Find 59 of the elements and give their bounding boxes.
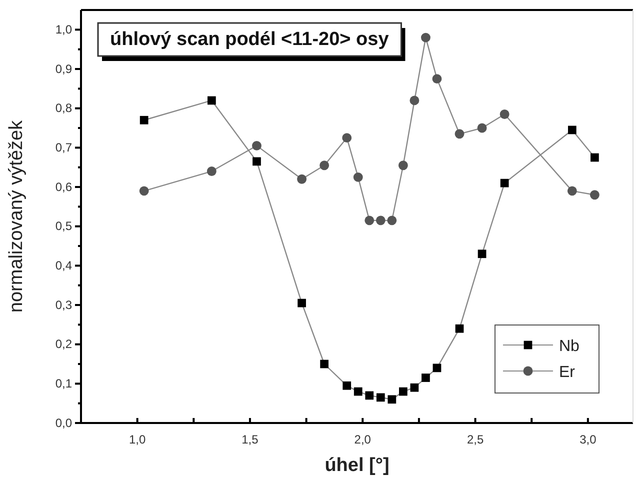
x-axis-title: úhel [°] <box>324 455 390 476</box>
point <box>399 387 408 396</box>
y-tick-label: 0,0 <box>55 416 72 430</box>
point <box>432 364 442 372</box>
point <box>320 360 329 368</box>
point <box>398 160 408 170</box>
x-tick-label: 1,0 <box>128 432 146 447</box>
point <box>410 383 419 392</box>
point <box>477 123 487 133</box>
point <box>353 172 363 182</box>
y-tick-label: 0,4 <box>55 258 72 273</box>
point <box>388 395 396 404</box>
x-tick-label: 2,5 <box>466 432 484 447</box>
y-tick-label: 0,6 <box>55 180 72 194</box>
point <box>297 174 307 184</box>
legend-label: Er <box>559 364 576 381</box>
legend-label: Nb <box>559 338 580 355</box>
point <box>364 216 374 226</box>
point <box>421 32 430 42</box>
y-tick-label: 1,0 <box>55 22 72 37</box>
point <box>478 250 486 258</box>
point <box>387 216 397 226</box>
point <box>410 96 420 106</box>
point <box>376 216 386 226</box>
point <box>139 186 149 196</box>
point <box>320 160 330 170</box>
y-tick-label: 0,7 <box>55 140 72 155</box>
point <box>342 381 352 390</box>
point <box>207 96 216 105</box>
point <box>298 298 306 308</box>
y-tick-label: 0,5 <box>55 219 72 234</box>
text: úhlový scan podél <11-20> osy <box>110 29 390 50</box>
x-tick-label: 1,5 <box>242 432 259 447</box>
point <box>252 140 262 150</box>
point <box>365 391 374 400</box>
point <box>455 324 464 333</box>
point <box>590 190 600 200</box>
y-tick-label: 0,1 <box>55 376 72 391</box>
point <box>140 116 148 124</box>
point <box>590 153 599 162</box>
point <box>567 186 577 196</box>
y-tick-label: 0,8 <box>55 101 72 116</box>
point <box>500 178 509 188</box>
point <box>422 374 430 382</box>
x-tick-label: 3,0 <box>580 432 597 447</box>
y-tick-label: 0,3 <box>55 298 72 312</box>
point <box>252 157 261 166</box>
y-tick-label: 0,2 <box>55 337 72 352</box>
point <box>432 74 442 84</box>
x-tick-label: 2,0 <box>354 432 372 447</box>
point <box>354 387 362 396</box>
y-tick-label: 0,9 <box>55 62 72 76</box>
point <box>376 393 385 402</box>
y-axis-title: normalizovaný výtěžek <box>6 120 27 313</box>
point <box>500 110 510 119</box>
point <box>568 126 576 134</box>
point <box>342 133 352 143</box>
point <box>206 166 216 176</box>
point <box>454 129 464 139</box>
